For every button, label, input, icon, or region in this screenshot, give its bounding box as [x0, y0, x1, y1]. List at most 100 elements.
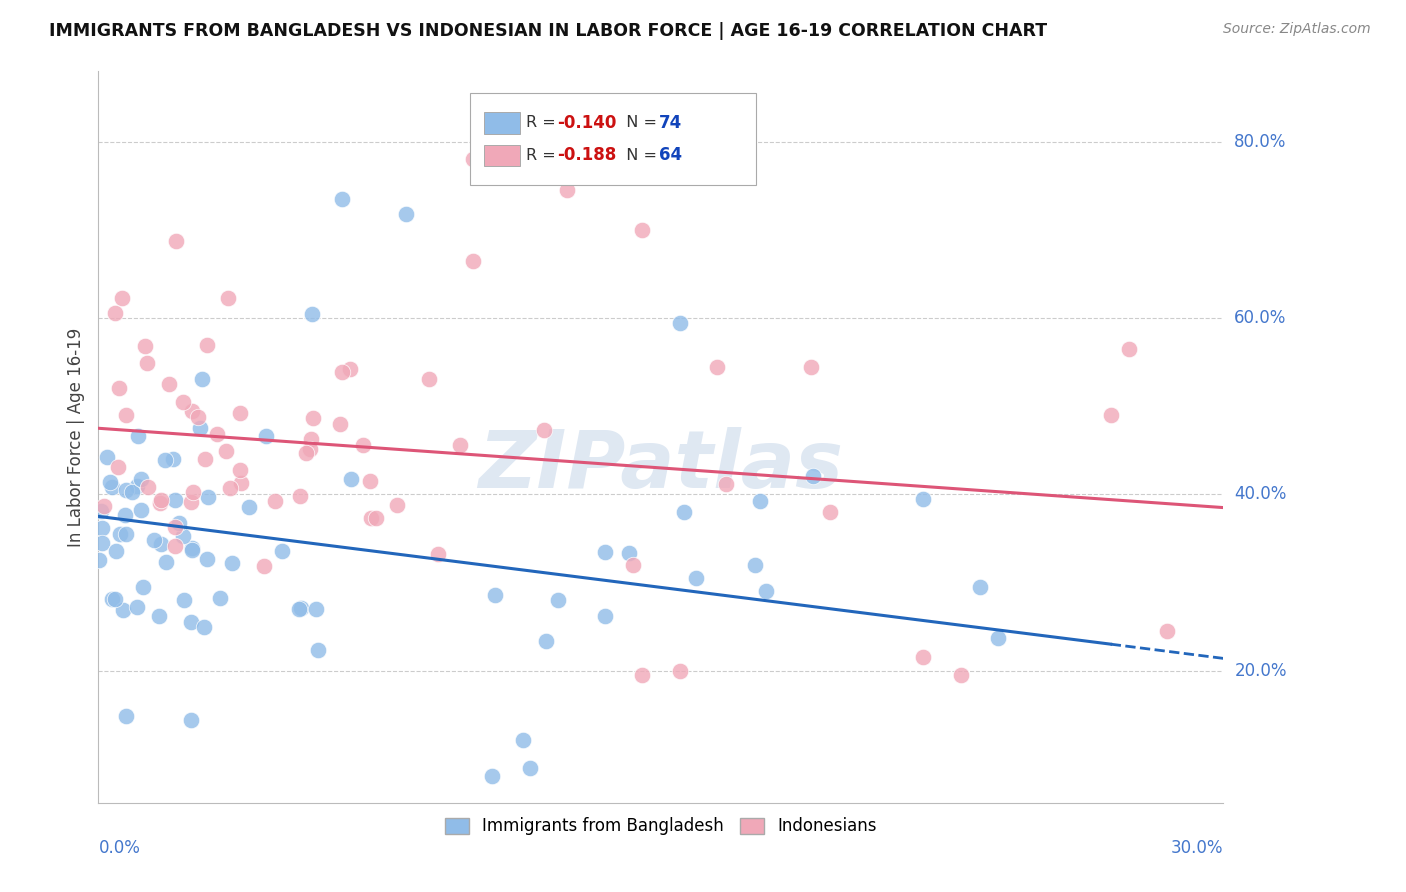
Point — [519, 760, 541, 774]
Point — [155, 453, 177, 467]
Point — [800, 359, 823, 374]
Point — [481, 769, 503, 783]
Point — [129, 472, 152, 486]
Point — [714, 477, 737, 491]
Point — [180, 713, 202, 727]
Point — [221, 556, 243, 570]
Point — [352, 437, 374, 451]
Point — [115, 708, 138, 723]
Point — [969, 580, 991, 594]
Point — [180, 495, 202, 509]
Point — [181, 541, 204, 555]
Point — [104, 591, 127, 606]
Point — [755, 584, 778, 599]
Point — [129, 502, 152, 516]
Legend: Immigrants from Bangladesh, Indonesians: Immigrants from Bangladesh, Indonesians — [439, 811, 883, 842]
Point — [668, 316, 690, 330]
Point — [194, 452, 217, 467]
Point — [191, 372, 214, 386]
Point — [818, 505, 841, 519]
Point — [744, 558, 766, 572]
Point — [264, 494, 287, 508]
Text: R =: R = — [526, 148, 561, 163]
Point — [364, 510, 387, 524]
Point — [115, 527, 138, 541]
Point — [136, 356, 159, 370]
Text: 80.0%: 80.0% — [1234, 133, 1286, 151]
Point — [165, 539, 187, 553]
Point — [172, 529, 194, 543]
Point — [288, 489, 311, 503]
Point — [193, 620, 215, 634]
Point — [418, 372, 440, 386]
Point — [90, 504, 112, 518]
Point — [105, 544, 128, 558]
FancyBboxPatch shape — [470, 94, 756, 185]
Text: 0.0%: 0.0% — [98, 838, 141, 857]
Point — [87, 553, 110, 567]
Text: ZIPatlas: ZIPatlas — [478, 427, 844, 506]
Text: -0.140: -0.140 — [557, 113, 617, 131]
Point — [749, 493, 772, 508]
Point — [305, 602, 328, 616]
Point — [107, 459, 129, 474]
Point — [270, 544, 292, 558]
Point — [134, 339, 156, 353]
Point — [96, 450, 118, 465]
Point — [547, 593, 569, 607]
Point — [295, 446, 318, 460]
Point — [111, 291, 134, 305]
Point — [593, 609, 616, 624]
Point — [180, 615, 202, 630]
Text: 20.0%: 20.0% — [1234, 662, 1286, 680]
Point — [155, 555, 177, 569]
Point — [101, 479, 124, 493]
Text: 40.0%: 40.0% — [1234, 485, 1286, 503]
Y-axis label: In Labor Force | Age 16-19: In Labor Force | Age 16-19 — [66, 327, 84, 547]
Text: N =: N = — [616, 115, 662, 130]
Point — [1118, 342, 1140, 356]
Point — [360, 511, 382, 525]
Point — [668, 664, 690, 678]
Point — [214, 444, 236, 458]
Point — [115, 483, 138, 497]
Point — [484, 588, 506, 602]
Point — [181, 543, 204, 558]
Point — [330, 365, 353, 379]
Point — [621, 558, 644, 573]
Point — [195, 338, 218, 352]
Text: -0.188: -0.188 — [557, 146, 617, 164]
Point — [301, 307, 323, 321]
Point — [463, 253, 485, 268]
Point — [617, 546, 640, 560]
Point — [173, 593, 195, 607]
Point — [359, 474, 381, 488]
Point — [229, 463, 252, 477]
Point — [512, 732, 534, 747]
Point — [114, 508, 136, 523]
Point — [387, 499, 409, 513]
Point — [217, 291, 239, 305]
Point — [299, 432, 322, 446]
Point — [165, 235, 187, 249]
Text: R =: R = — [526, 115, 561, 130]
Point — [449, 438, 471, 452]
Point — [162, 452, 184, 467]
Point — [426, 547, 449, 561]
Point — [219, 482, 242, 496]
Point — [181, 484, 204, 499]
Point — [98, 475, 121, 489]
Point — [205, 427, 228, 442]
Point — [91, 521, 114, 535]
Point — [534, 634, 557, 648]
Point — [307, 642, 329, 657]
Text: 60.0%: 60.0% — [1234, 310, 1286, 327]
Point — [395, 207, 418, 221]
Point — [555, 183, 578, 197]
Point — [301, 410, 323, 425]
Point — [93, 499, 115, 513]
Text: N =: N = — [616, 148, 662, 163]
Point — [254, 429, 277, 443]
Point — [148, 609, 170, 624]
Point — [112, 603, 135, 617]
